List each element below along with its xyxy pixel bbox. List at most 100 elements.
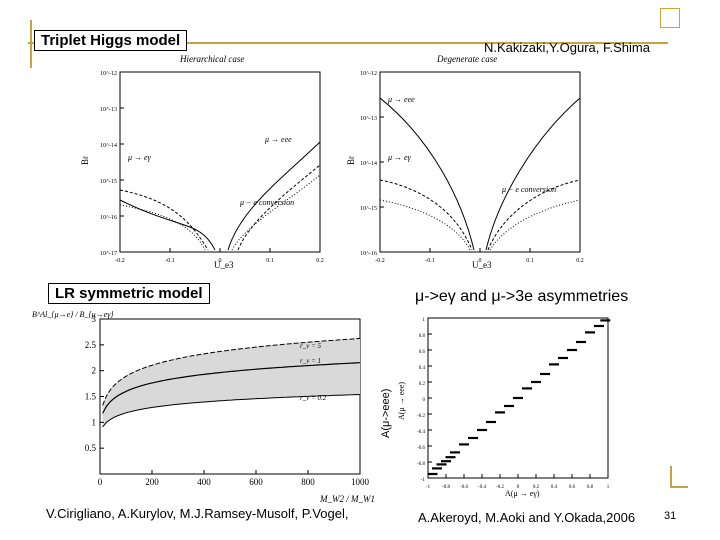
top-square (660, 8, 680, 28)
chart4-ytick-label: -0.8 (417, 462, 425, 467)
chart4-xticks: -1 -0.8 -0.6 -0.4 -0.2 0 0.2 0.4 0.6 0.8 1 (426, 474, 610, 490)
credit-lr: V.Cirigliano, A.Kurylov, M.J.Ramsey-Muso… (46, 506, 349, 521)
title-box: Triplet Higgs model (34, 30, 188, 51)
chart2-yticks: 10^-12 10^-13 10^-14 10^-15 10^-16 (360, 71, 384, 257)
authors-top: N.Kakizaki,Y.Ogura, F.Shima (484, 40, 650, 55)
chart3-ytick-label: 0.5 (85, 443, 97, 453)
chart2-curve-conv (379, 199, 581, 251)
chart3-xtick-label: 0 (98, 477, 103, 487)
chart1-xtick-label: 0.1 (266, 258, 274, 264)
chart1-ylabel: Br (80, 156, 90, 165)
chart3-xtick-label: 200 (145, 477, 159, 487)
chart1-annot-eg: μ → eγ (127, 153, 152, 162)
chart2-xtick-label: 0.2 (576, 258, 584, 264)
chart3-band (102, 338, 360, 427)
chart4-xtick-label: 0.4 (551, 485, 558, 490)
chart4-ytick-label: -0.6 (417, 446, 425, 451)
chart3-xtick-label: 800 (301, 477, 315, 487)
chart1-xtick-label: -0.2 (115, 258, 125, 264)
chart2-annot-conv: μ − e conversion (501, 185, 556, 194)
chart3-yticks: 0.5 1 1.5 2 2.5 3 (85, 314, 104, 453)
chart1-xtick-label: -0.1 (165, 258, 175, 264)
chart2-curve-eg (379, 179, 581, 251)
chart4-ytick-label: 0.4 (419, 366, 426, 371)
chart4-xtick-label: 0.8 (587, 485, 594, 490)
chart4-xtick-label: 0.2 (533, 485, 540, 490)
chart3-legend-1: r_v = 1 (300, 357, 321, 365)
chart4-ytick-label: 0.6 (419, 350, 426, 355)
chart2-curve-eee (379, 97, 581, 251)
chart3-xtick-label: 400 (197, 477, 211, 487)
chart3-xlabel: M_W2 / M_W1 (319, 494, 375, 504)
chart4-xtick-label: -1 (426, 485, 431, 490)
chart4-ytick-label: -0.2 (417, 414, 425, 419)
chart4-points (427, 319, 611, 476)
chart2-ytick-label: 10^-13 (360, 116, 377, 122)
chart1-xlabel: U_e3 (214, 260, 234, 270)
chart1-annot-conv: μ − e conversion (239, 198, 294, 207)
chart1-curve-eg (119, 164, 321, 251)
page-number: 31 (664, 510, 677, 522)
chart3-ytick-label: 2.5 (85, 340, 97, 350)
chart1-yticks: 10^-12 10^-13 10^-14 10^-15 10^-16 10^-17 (100, 71, 124, 257)
chart1-title: Hierarchical case (179, 54, 244, 64)
chart-asymmetries: 10.80.60.40.20-0.2-0.4-0.6-0.8-1 -1 -0.8-… (397, 317, 611, 498)
chart3-legend-5: r_v = 5 (300, 342, 322, 350)
chart2-xlabel: U_e3 (472, 260, 492, 270)
chart2-title: Degenerate case (436, 54, 497, 64)
chart1-xtick-label: 0 (219, 258, 222, 264)
left-rule (30, 20, 32, 68)
credit-asym: A.Akeroyd, M.Aoki and Y.Okada,2006 (418, 510, 636, 525)
chart3-middle (102, 362, 361, 414)
chart2-xtick-label: -0.1 (425, 258, 435, 264)
bottom-rule (670, 486, 688, 488)
chart2-annot-eee: μ → eee (387, 95, 415, 104)
chart2-ytick-label: 10^-15 (360, 206, 377, 212)
chart1-frame (119, 71, 321, 253)
chart4-xlabel: A(μ → eγ) (505, 489, 540, 498)
chart3-xtick-label: 1000 (351, 477, 370, 487)
chart3-legend-02: r_v = 0.2 (300, 394, 327, 402)
chart4-ytick-label: -1 (421, 478, 426, 483)
chart1-ytick-label: 10^-17 (100, 251, 117, 257)
chart1-annot-eee: μ → eee (264, 135, 292, 144)
chart3-xtick-label: 600 (249, 477, 263, 487)
chart3-upper (102, 338, 361, 406)
chart3-ytick-label: 2 (92, 366, 97, 376)
chart4-xtick-label: -0.8 (442, 485, 450, 490)
lr-title-box: LR symmetric model (48, 283, 210, 304)
chart4-xtick-label: -0.4 (478, 485, 486, 490)
chart2-ylabel: Br (346, 156, 356, 165)
chart1-xtick-label: 0.2 (316, 258, 324, 264)
chart-degenerate: Degenerate case 10^-12 10^-13 10^-14 10^-15… (346, 54, 584, 270)
chart3-xticks: 0 200 400 600 800 1000 (98, 470, 370, 487)
chart4-xtick-label: 1 (607, 485, 610, 490)
chart3-ytick-label: 1.5 (85, 392, 97, 402)
chart4-ytick-label: -0.4 (417, 430, 425, 435)
chart4-ytick-label: 0.2 (419, 382, 426, 387)
chart4-xtick-label: 0.6 (569, 485, 576, 490)
chart4-yticks: 1 0.8 0.6 0.4 0.2 0 -0.2 -0.4 -0.6 -0.8 -1 (417, 317, 432, 483)
chart3-ylabel: B^Al_{μ→e} / B_{μ→eγ} (32, 310, 114, 319)
chart-lr-ratio: B^Al_{μ→e} / B_{μ→eγ} 0.5 1 1.5 2 2.5 3 0 200 4… (32, 310, 375, 504)
chart1-ytick-label: 10^-15 (100, 179, 117, 185)
chart2-ytick-label: 10^-14 (360, 161, 377, 167)
chart1-curve-conv (119, 174, 321, 251)
chart4-xtick-label: -0.6 (460, 485, 468, 490)
chart2-xticks: -0.2 -0.1 0 0.1 0.2 (375, 248, 584, 264)
asym-title: μ->eγ and μ->3e asymmetries (415, 288, 629, 305)
chart4-xtick-label: -0.2 (496, 485, 504, 490)
chart4-ytick-label: 1 (423, 318, 426, 323)
chart1-ytick-label: 10^-13 (100, 107, 117, 113)
chart3-lower (102, 394, 361, 428)
chart4-ytick-label: 0.8 (419, 334, 426, 339)
chart-hierarchical: Hierarchical case 10^-1210^-1310^-1410^-… (80, 54, 324, 270)
chart2-ytick-label: 10^-12 (360, 71, 377, 77)
chart2-xtick-label: 0 (479, 258, 482, 264)
chart1-ytick-label: 10^-12 (100, 71, 117, 77)
chart3-ytick-label: 1 (92, 417, 97, 427)
bottom-stub (670, 466, 672, 488)
chart2-xtick-label: -0.2 (375, 258, 385, 264)
chart3-ytick-label: 3 (92, 314, 97, 324)
chart2-annot-eg: μ → eγ (387, 153, 412, 162)
